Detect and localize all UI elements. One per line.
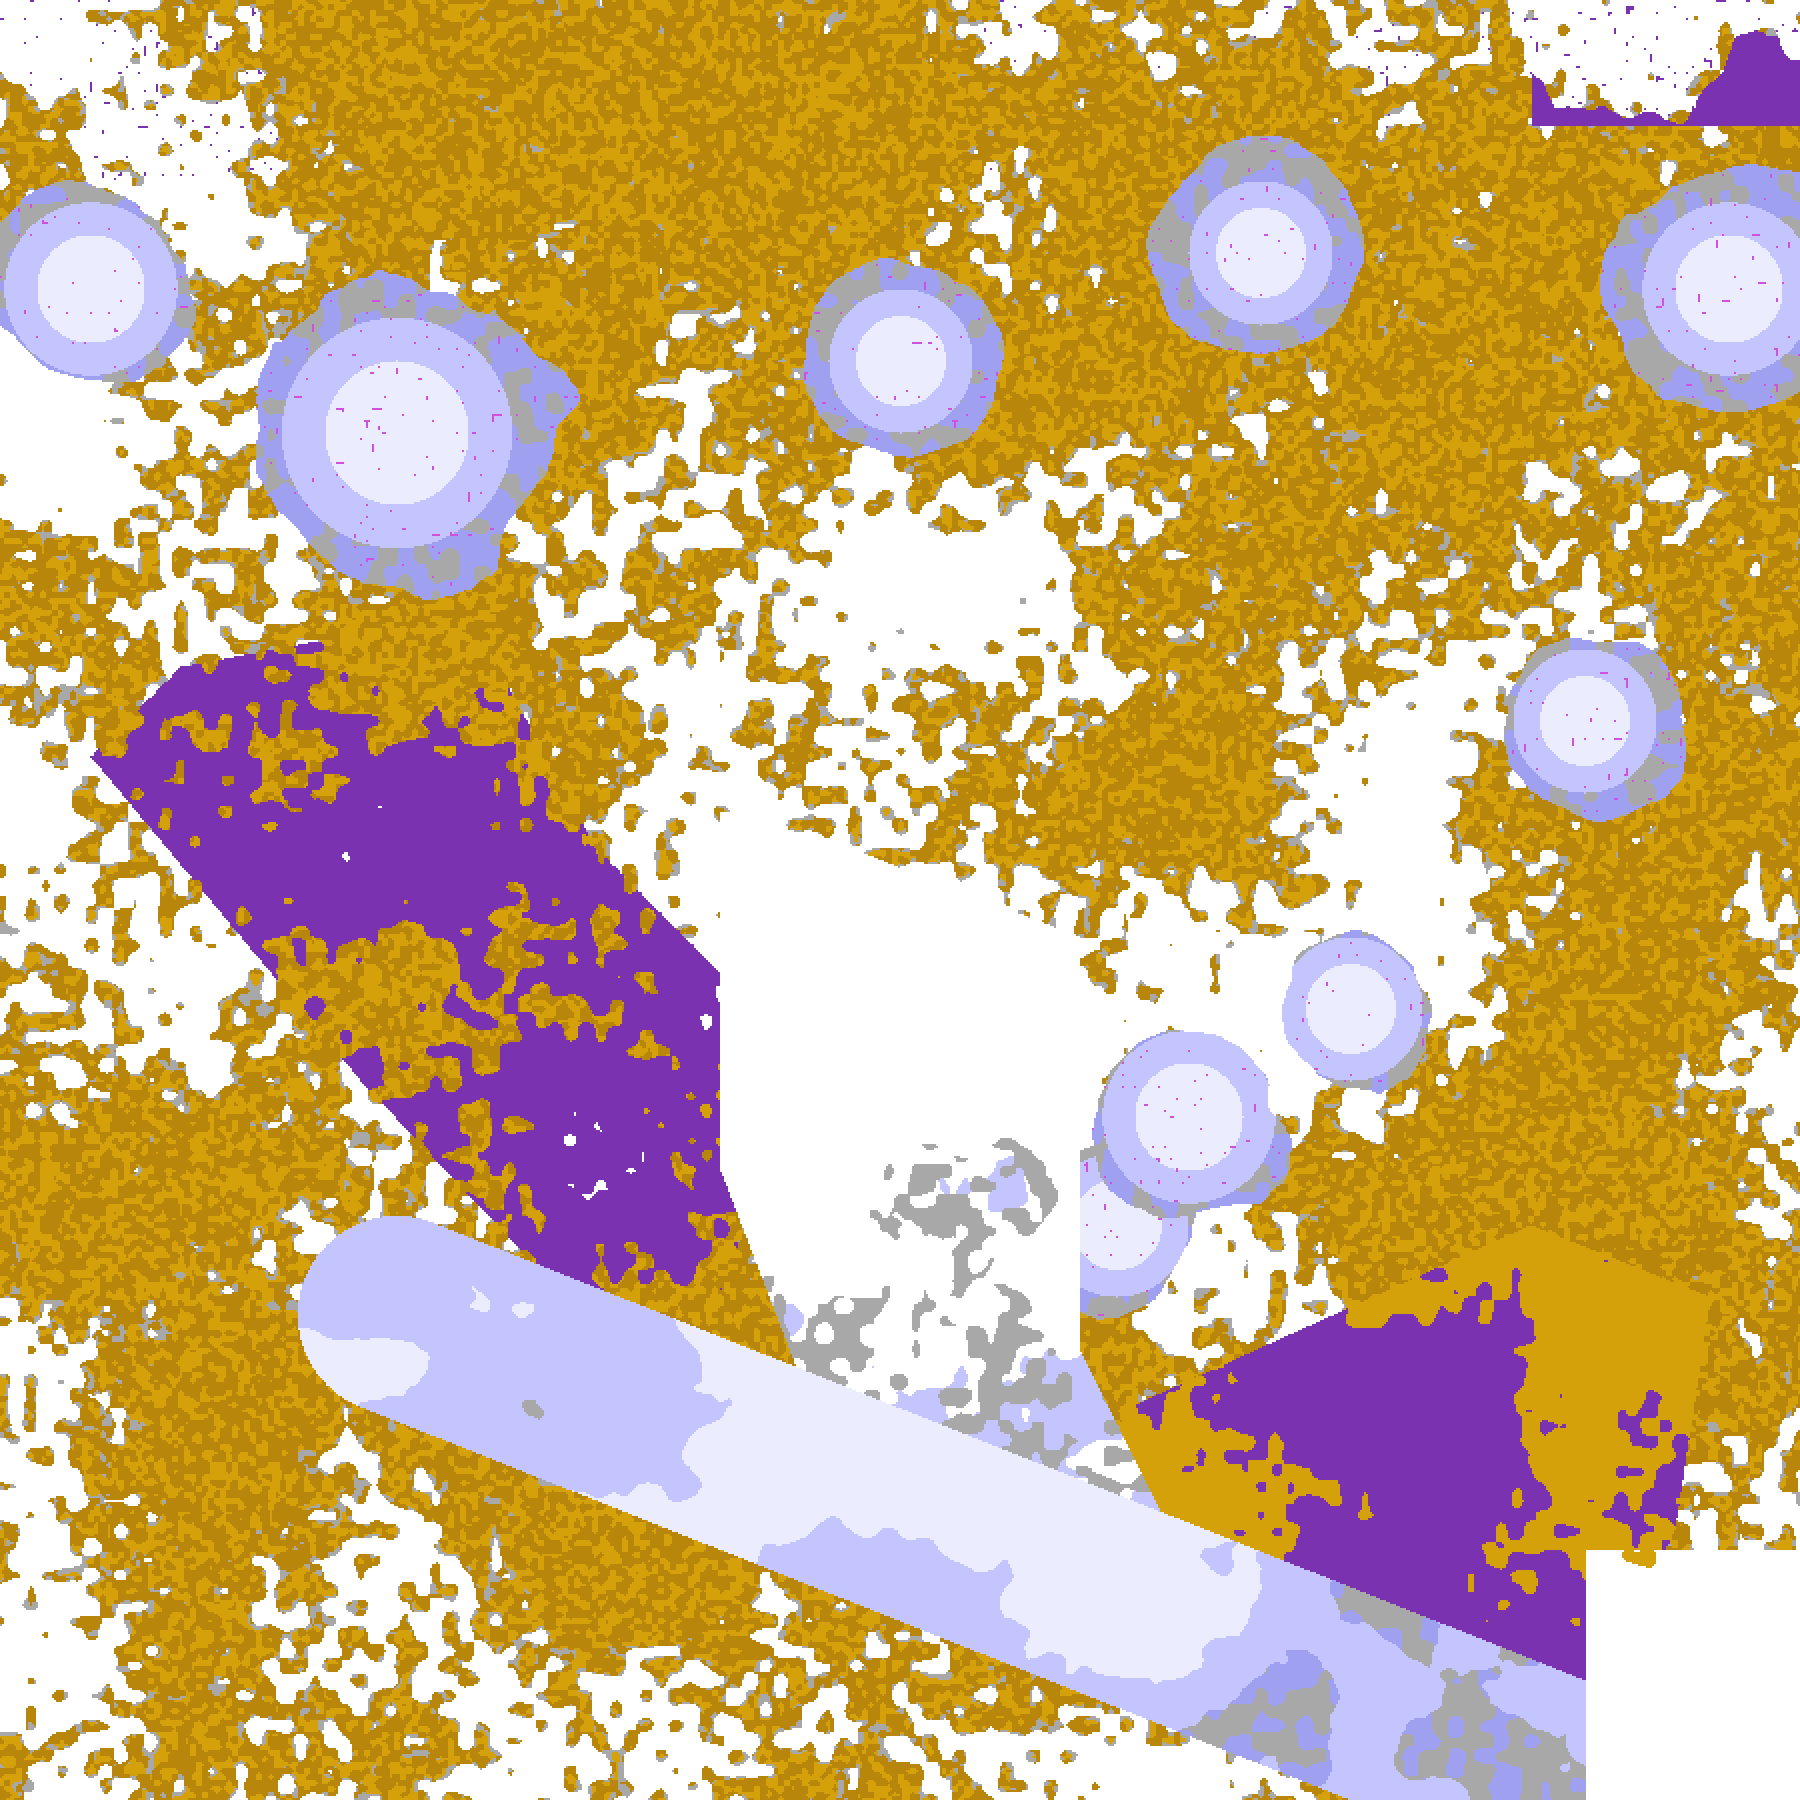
- cloud-classification-map: [0, 0, 1800, 1800]
- satellite-image-canvas: [0, 0, 1800, 1800]
